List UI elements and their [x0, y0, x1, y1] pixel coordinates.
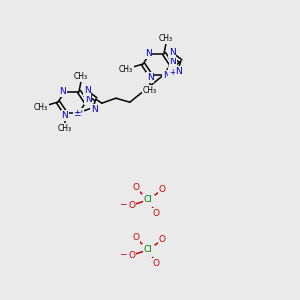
Text: CH₃: CH₃ [143, 86, 157, 95]
Text: CH₃: CH₃ [34, 103, 48, 112]
Text: N: N [84, 86, 91, 95]
Text: CH₃: CH₃ [159, 34, 173, 43]
Text: O: O [133, 233, 140, 242]
Text: N: N [85, 95, 92, 104]
Text: N: N [147, 73, 153, 82]
Text: N: N [61, 111, 68, 120]
Text: N: N [60, 87, 66, 96]
Text: O: O [158, 185, 166, 194]
Text: N: N [91, 105, 98, 114]
Text: N: N [169, 58, 176, 67]
Text: O: O [128, 250, 136, 260]
Text: CH₃: CH₃ [58, 124, 72, 133]
Text: N: N [163, 71, 170, 80]
Text: ⁺: ⁺ [79, 109, 83, 118]
Text: CH₃: CH₃ [74, 72, 88, 81]
Text: N: N [176, 67, 182, 76]
Text: O: O [128, 200, 136, 209]
Text: Cl: Cl [144, 245, 152, 254]
Text: O: O [152, 259, 160, 268]
Text: N: N [169, 48, 176, 57]
Text: N: N [145, 49, 152, 58]
Text: O: O [133, 184, 140, 193]
Text: −: − [119, 250, 127, 259]
Text: −: − [119, 200, 127, 208]
Text: ±: ± [73, 109, 81, 118]
Text: Cl: Cl [144, 196, 152, 205]
Text: O: O [152, 208, 160, 217]
Text: CH₃: CH₃ [119, 64, 133, 74]
Text: O: O [158, 236, 166, 244]
Text: +: + [169, 68, 175, 77]
